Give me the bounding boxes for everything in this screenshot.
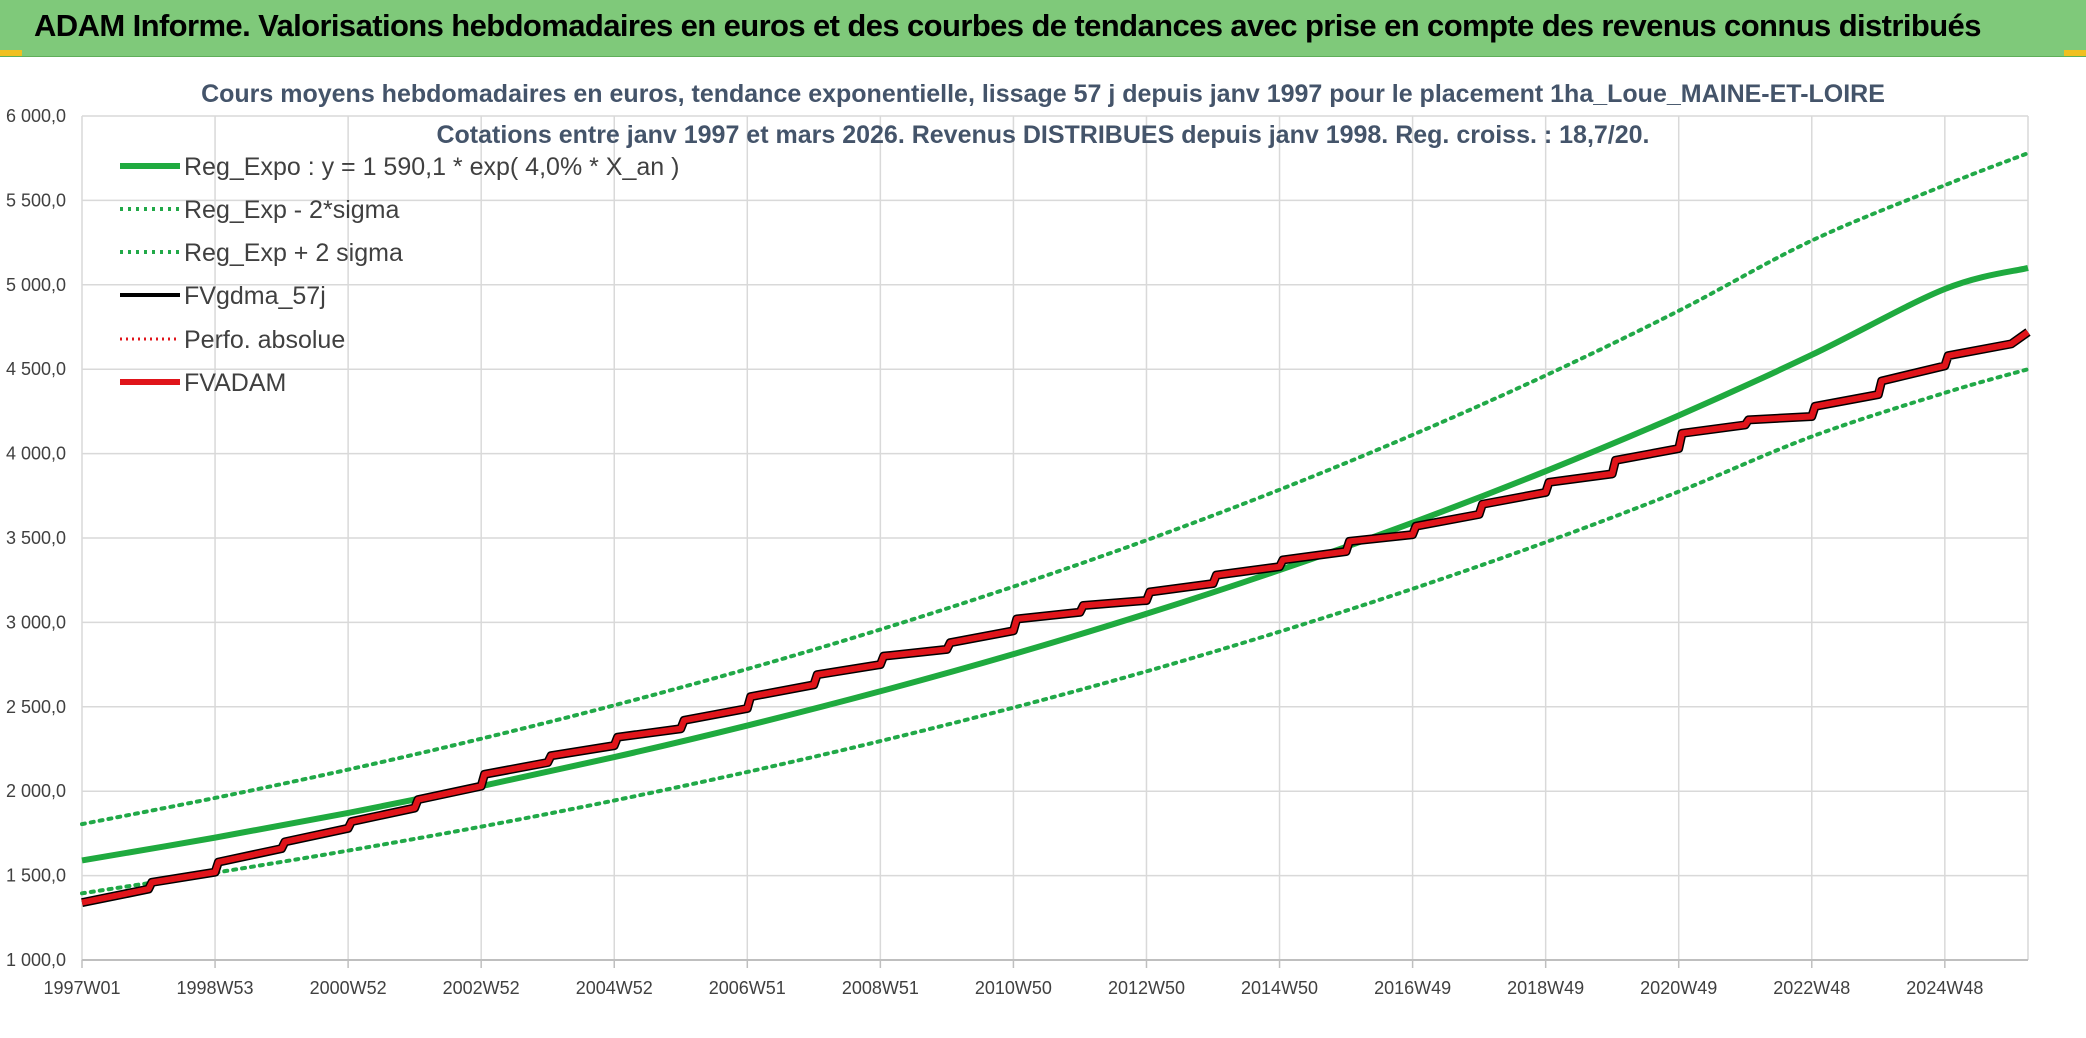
x-tick-label: 1998W53 — [177, 978, 254, 998]
legend: Reg_Expo : y = 1 590,1 * exp( 4,0% * X_a… — [120, 153, 679, 397]
series-reg-exp-plus-2-sigma — [80, 151, 2030, 827]
legend-label: FVADAM — [184, 369, 286, 397]
y-tick-label: 3 000,0 — [6, 612, 66, 632]
chart-area: 1 000,0 1 500,0 2 000,0 2 500,0 3 000,0 3 500… — [0, 56, 2086, 1038]
x-tick-label: 2022W48 — [1773, 978, 1850, 998]
x-tick-label: 2020W49 — [1640, 978, 1717, 998]
y-tick-label: 3 500,0 — [6, 528, 66, 548]
chart-svg: 1 000,0 1 500,0 2 000,0 2 500,0 3 000,0 3 500… — [6, 80, 2031, 998]
series-fvadam — [81, 329, 2030, 906]
corner-marker-left — [0, 50, 22, 56]
legend-label: Reg_Exp - 2*sigma — [184, 196, 399, 224]
chart-title: Cours moyens hebdomadaires en euros, ten… — [201, 80, 1885, 108]
x-tick-label: 2018W49 — [1507, 978, 1584, 998]
grid — [81, 115, 2029, 968]
corner-marker-right — [2064, 50, 2086, 56]
x-tick-label: 2000W52 — [310, 978, 387, 998]
x-tick-label: 2006W51 — [709, 978, 786, 998]
y-tick-label: 5 500,0 — [6, 190, 66, 210]
series-reg-exp-minus-2-sigma — [80, 367, 2030, 896]
y-tick-label: 2 000,0 — [6, 781, 66, 801]
legend-label: Perfo. absolue — [184, 326, 345, 354]
series-reg-expo — [81, 265, 2029, 864]
report-title: ADAM Informe. Valorisations hebdomadaire… — [34, 8, 1981, 43]
axis-labels: 1 000,0 1 500,0 2 000,0 2 500,0 3 000,0 3 500… — [6, 106, 1983, 998]
x-tick-label: 2002W52 — [443, 978, 520, 998]
x-tick-label: 2012W50 — [1108, 978, 1185, 998]
x-tick-label: 1997W01 — [43, 978, 120, 998]
x-tick-label: 2010W50 — [975, 978, 1052, 998]
x-tick-label: 2016W49 — [1374, 978, 1451, 998]
x-tick-label: 2014W50 — [1241, 978, 1318, 998]
y-tick-label: 4 000,0 — [6, 444, 66, 464]
chart-subtitle: Cotations entre janv 1997 et mars 2026. … — [436, 121, 1649, 149]
y-tick-label: 5 000,0 — [6, 275, 66, 295]
x-tick-label: 2008W51 — [842, 978, 919, 998]
y-tick-label: 1 000,0 — [6, 950, 66, 970]
legend-label: Reg_Exp + 2 sigma — [184, 239, 403, 267]
report-banner: ADAM Informe. Valorisations hebdomadaire… — [0, 0, 2086, 57]
y-tick-label: 2 500,0 — [6, 697, 66, 717]
x-tick-label: 2024W48 — [1906, 978, 1983, 998]
legend-label: Reg_Expo : y = 1 590,1 * exp( 4,0% * X_a… — [184, 153, 679, 181]
series-layer — [80, 151, 2031, 908]
x-tick-label: 2004W52 — [576, 978, 653, 998]
legend-label: FVgdma_57j — [184, 282, 326, 310]
y-tick-label: 1 500,0 — [6, 866, 66, 886]
y-tick-label: 4 500,0 — [6, 359, 66, 379]
y-tick-label: 6 000,0 — [6, 106, 66, 126]
